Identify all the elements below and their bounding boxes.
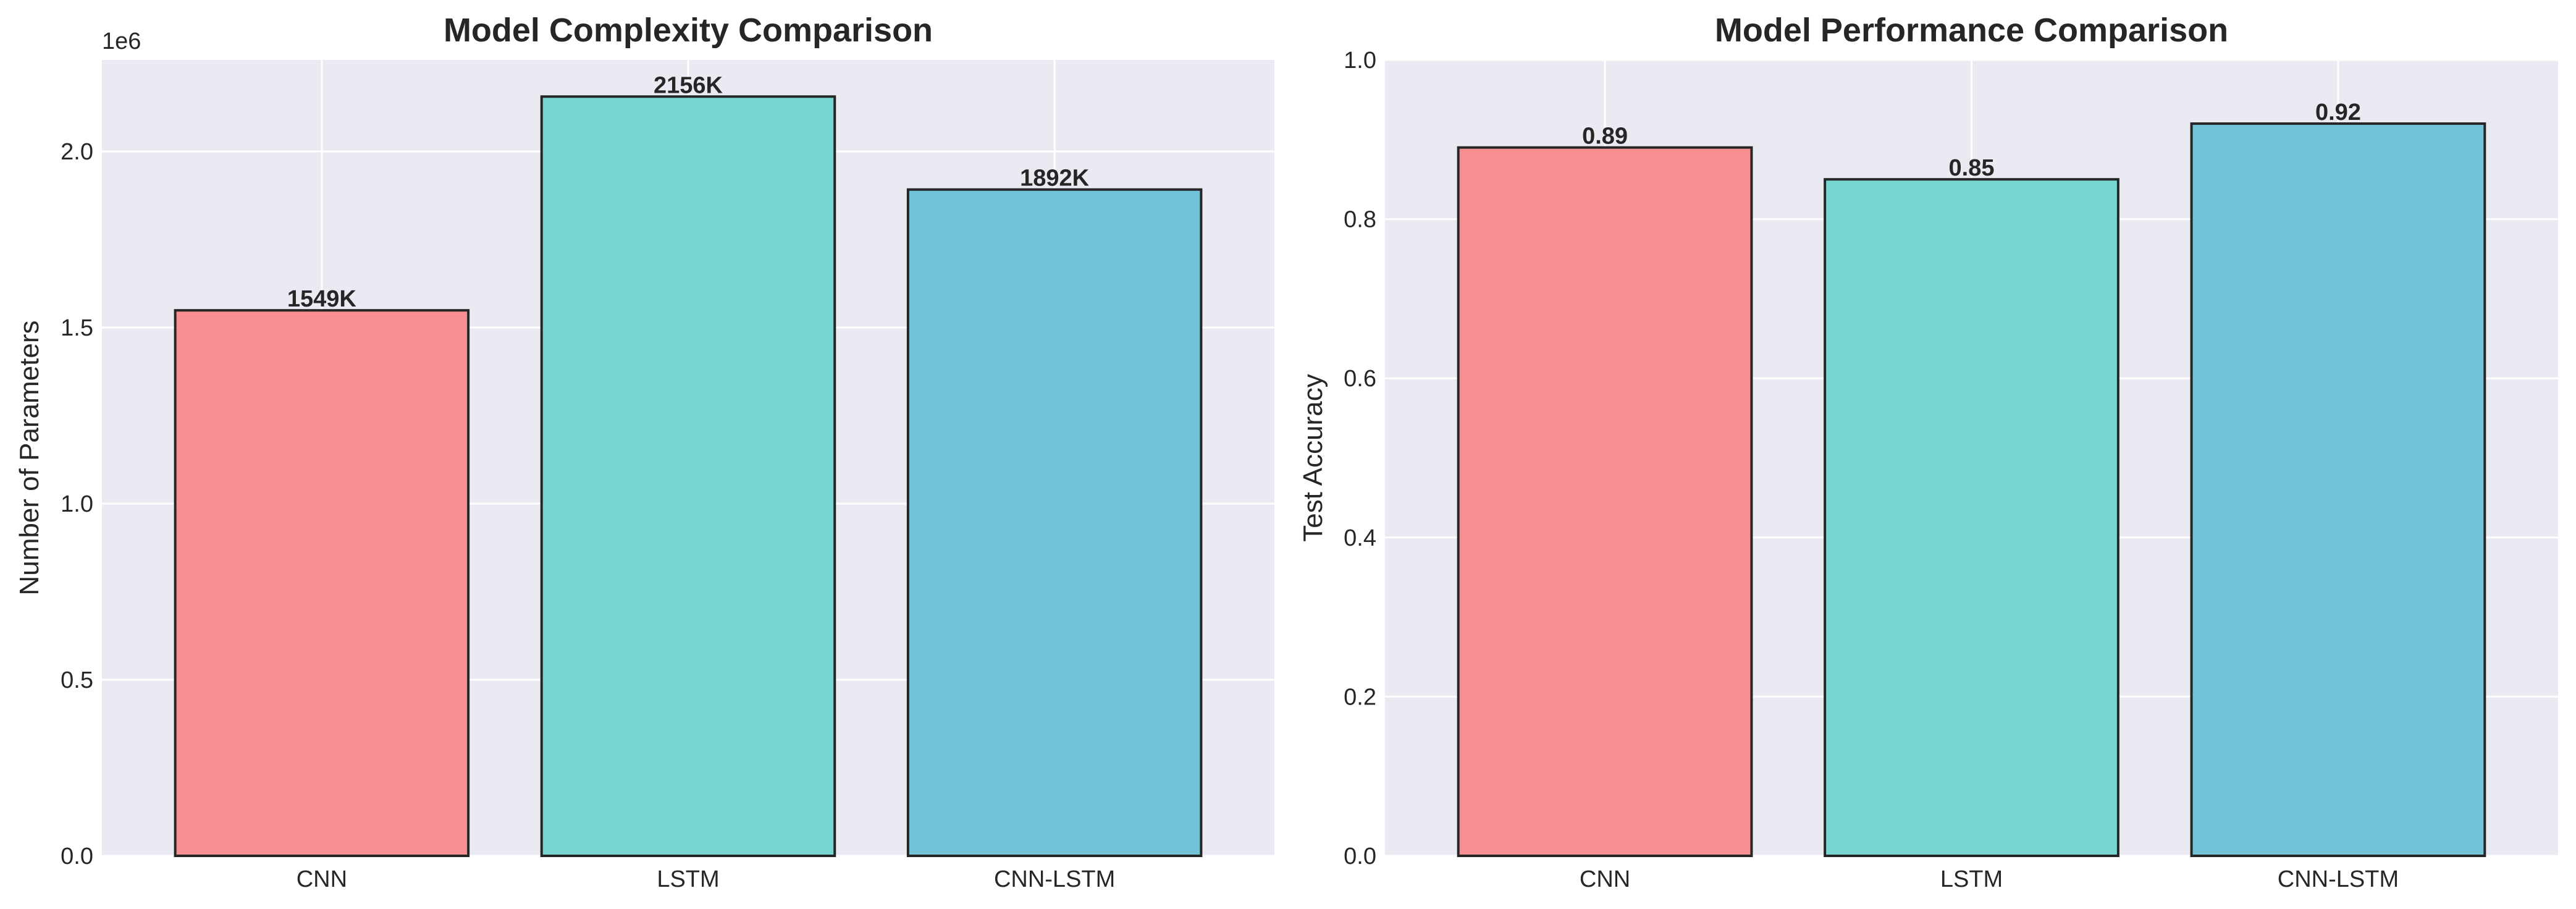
y-axis-offset-text: 1e6 — [102, 28, 141, 54]
y-tick-label: 1.5 — [61, 315, 93, 341]
y-tick-label: 1.0 — [61, 491, 93, 517]
bar-cnn — [174, 309, 470, 857]
x-tick-label: LSTM — [657, 866, 719, 892]
bar-lstm — [540, 95, 836, 858]
x-tick-label: CNN — [297, 866, 347, 892]
y-tick-label: 0.2 — [1344, 684, 1376, 710]
bar-value-label: 1892K — [1020, 166, 1090, 192]
performance-chart: Model Performance Comparison Test Accura… — [1298, 12, 2558, 892]
y-tick-label: 1.0 — [1344, 48, 1376, 74]
bar-value-label: 2156K — [654, 72, 723, 98]
bar-cnn-lstm — [906, 188, 1203, 858]
y-tick-label: 0.8 — [1344, 207, 1376, 233]
bar-lstm — [1824, 178, 2119, 858]
y-axis-label: Number of Parameters — [14, 320, 44, 595]
bar-cnn — [1457, 146, 1753, 857]
complexity-chart: Model Complexity Comparison Number of Pa… — [14, 12, 1274, 892]
y-tick-label: 0.6 — [1344, 366, 1376, 392]
y-tick-label: 0.4 — [1344, 525, 1376, 551]
y-tick-label: 0.0 — [61, 843, 93, 869]
x-tick-label: CNN-LSTM — [994, 866, 1115, 892]
bar-value-label: 0.89 — [1582, 124, 1628, 150]
chart-title: Model Complexity Comparison — [444, 12, 933, 49]
y-tick-label: 0.0 — [1344, 843, 1376, 869]
bar-cnn-lstm — [2190, 122, 2486, 857]
bar-value-label: 0.92 — [2315, 99, 2361, 125]
x-tick-label: LSTM — [1940, 866, 2003, 892]
bar-value-label: 0.85 — [1949, 155, 1995, 181]
y-tick-label: 0.5 — [61, 667, 93, 693]
x-tick-label: CNN — [1580, 866, 1630, 892]
chart-title: Model Performance Comparison — [1715, 12, 2228, 49]
y-tick-label: 2.0 — [61, 139, 93, 165]
bar-value-label: 1549K — [287, 286, 357, 312]
y-axis-label: Test Accuracy — [1298, 374, 1328, 541]
x-tick-label: CNN-LSTM — [2278, 866, 2399, 892]
